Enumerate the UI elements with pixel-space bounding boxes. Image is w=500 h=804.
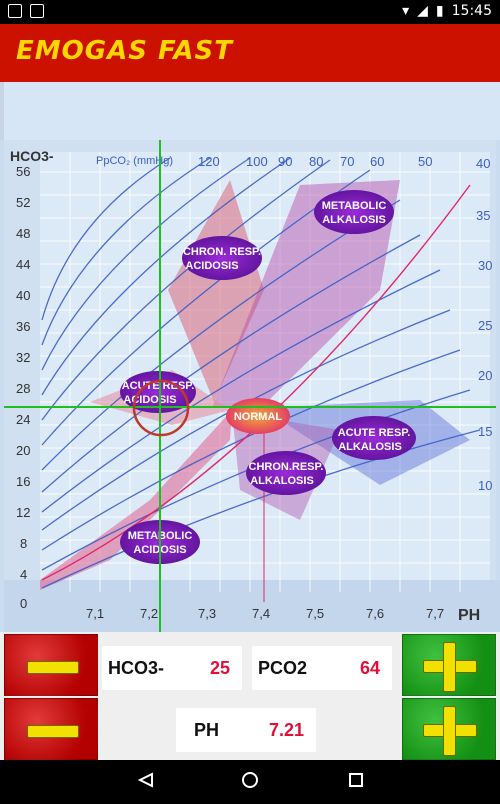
header-strip [0, 82, 500, 140]
result-marker [132, 379, 190, 437]
pco2-tick: 60 [370, 154, 384, 169]
nomogram-svg[interactable]: PpCO₂ (mmHg) 120 100 90 80 70 60 50 40 3… [0, 140, 500, 632]
svg-text:ACUTE RESP.: ACUTE RESP. [122, 380, 195, 392]
pco2-tick: 40 [476, 156, 490, 171]
y-tick: 24 [16, 412, 30, 427]
increase-ph-button[interactable] [402, 698, 496, 760]
ph-label: PH [194, 719, 220, 740]
ph-axis-label: PH [458, 607, 480, 624]
svg-text:ALKALOSIS: ALKALOSIS [338, 441, 402, 453]
pco2-tick: 100 [246, 154, 268, 169]
svg-text:ACUTE RESP.: ACUTE RESP. [338, 427, 411, 439]
svg-text:NORMAL: NORMAL [234, 411, 283, 423]
x-tick: 7,1 [86, 606, 104, 621]
pco2-tick: 80 [309, 154, 323, 169]
pco2-label: PCO2 [258, 657, 308, 678]
status-bar: ▾ ◢ ▮ 15:45 [0, 0, 500, 24]
hco3-axis-label: HCO3- [10, 148, 54, 164]
back-icon[interactable] [137, 772, 153, 788]
zone-metabolic-alkalosis: METABOLIC ALKALOSIS [314, 190, 394, 234]
y-tick: 32 [16, 350, 30, 365]
y-tick: 0 [20, 596, 27, 611]
briefcase-icon [30, 4, 44, 18]
pco2-tick: 25 [478, 318, 492, 333]
x-axis-ticks: 7,1 7,2 7,3 7,4 7,5 7,6 7,7 [86, 606, 444, 621]
x-tick: 7,2 [140, 606, 158, 621]
ph-readout[interactable]: PH 7.21 [176, 708, 316, 752]
x-tick: 7,7 [426, 606, 444, 621]
pco2-axis-label: PpCO₂ (mmHg) [96, 155, 173, 167]
x-tick: 7,4 [252, 606, 270, 621]
svg-text:ACIDOSIS: ACIDOSIS [185, 260, 238, 272]
zone-acute-resp-alkalosis: ACUTE RESP. ALKALOSIS [332, 416, 416, 460]
wifi-icon: ▾ [402, 3, 410, 19]
app-bar: EMOGAS FAST [0, 24, 500, 82]
y-tick: 52 [16, 195, 30, 210]
y-tick: 36 [16, 319, 30, 334]
pco2-value: 64 [359, 657, 380, 678]
pco2-tick: 30 [478, 258, 492, 273]
controls-panel: HCO3- 25 PCO2 64 PH 7.21 [0, 632, 500, 760]
pco2-tick: 35 [476, 208, 490, 223]
hco3-value: 25 [209, 657, 230, 678]
status-time: 15:45 [451, 3, 492, 19]
y-tick: 20 [16, 443, 30, 458]
svg-text:ALKALOSIS: ALKALOSIS [250, 475, 314, 487]
y-tick: 40 [16, 288, 30, 303]
hco3-label: HCO3- [108, 657, 165, 678]
pco2-tick: 70 [340, 154, 354, 169]
pco2-right-ticks: 35 30 25 20 15 10 [476, 208, 492, 493]
svg-text:METABOLIC: METABOLIC [322, 200, 387, 212]
svg-text:ACIDOSIS: ACIDOSIS [123, 394, 176, 406]
acid-base-nomogram[interactable]: PpCO₂ (mmHg) 120 100 90 80 70 60 50 40 3… [0, 140, 500, 632]
hco3-readout[interactable]: HCO3- 25 [102, 646, 242, 690]
y-tick: 44 [16, 257, 30, 272]
pco2-readout[interactable]: PCO2 64 [252, 646, 392, 690]
zone-acute-resp-acidosis: ACUTE RESP. ACIDOSIS [120, 371, 196, 413]
pco2-top-ticks: 120 100 90 80 70 60 50 40 [198, 154, 490, 171]
minus-icon [27, 725, 79, 738]
nav-bar [0, 760, 500, 800]
x-tick: 7,6 [366, 606, 384, 621]
y-tick: 12 [16, 505, 30, 520]
svg-text:CHRON.RESP.: CHRON.RESP. [249, 461, 324, 473]
home-icon[interactable] [242, 772, 258, 788]
pco2-tick: 90 [278, 154, 292, 169]
zone-areas [40, 180, 470, 590]
zone-chron-resp-acidosis: CHRON. RESP. ACIDOSIS [182, 236, 262, 280]
recents-icon[interactable] [349, 773, 363, 787]
pco2-tick: 10 [478, 478, 492, 493]
y-tick: 16 [16, 474, 30, 489]
battery-icon: ▮ [435, 3, 444, 19]
pco2-tick: 15 [478, 424, 492, 439]
y-tick: 56 [16, 164, 30, 179]
x-tick: 7,5 [306, 606, 324, 621]
notification-icon [8, 4, 22, 18]
y-tick: 4 [20, 567, 27, 582]
y-tick: 48 [16, 226, 30, 241]
app-title: EMOGAS FAST [16, 36, 233, 66]
crosshair [4, 140, 496, 632]
zone-normal: NORMAL [226, 398, 290, 434]
y-tick: 8 [20, 536, 27, 551]
svg-text:CHRON. RESP.: CHRON. RESP. [183, 246, 261, 258]
pco2-tick: 50 [418, 154, 432, 169]
x-tick: 7,3 [198, 606, 216, 621]
decrease-hco3-button[interactable] [4, 634, 98, 696]
pco2-tick: 20 [478, 368, 492, 383]
zone-chron-resp-alkalosis: CHRON.RESP. ALKALOSIS [246, 451, 326, 495]
y-tick: 28 [16, 381, 30, 396]
minus-icon [27, 661, 79, 674]
pco2-tick: 120 [198, 154, 220, 169]
increase-hco3-button[interactable] [402, 634, 496, 696]
ph-value: 7.21 [268, 719, 304, 740]
decrease-ph-button[interactable] [4, 698, 98, 760]
svg-text:ALKALOSIS: ALKALOSIS [322, 214, 386, 226]
y-axis-ticks: 56 52 48 44 40 36 32 28 24 20 16 12 8 4 … [16, 164, 30, 611]
signal-icon: ◢ [417, 3, 428, 19]
